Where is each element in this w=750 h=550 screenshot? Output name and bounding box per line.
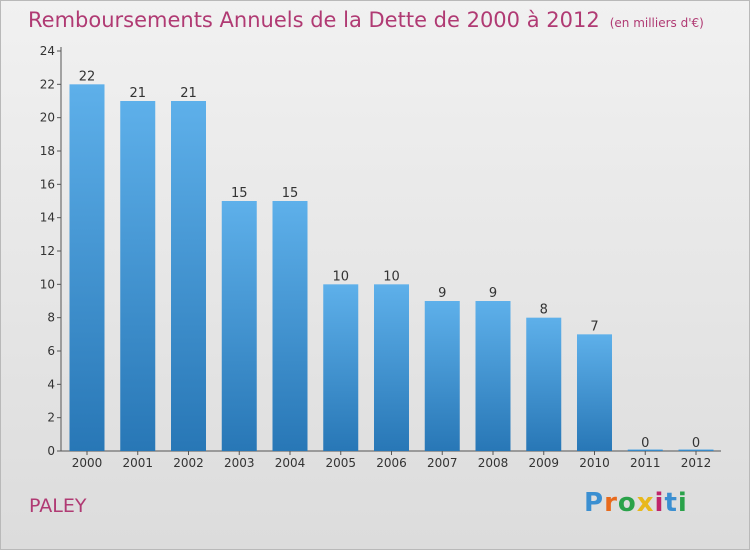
title-text: Remboursements Annuels de la Dette de 20… bbox=[28, 8, 600, 32]
x-tick-label: 2011 bbox=[630, 456, 661, 470]
bar bbox=[577, 334, 612, 451]
bar-value-label: 0 bbox=[641, 436, 649, 451]
y-tick-label: 24 bbox=[40, 44, 55, 58]
bar-value-label: 15 bbox=[282, 186, 299, 201]
bar bbox=[475, 301, 511, 451]
bar bbox=[171, 101, 206, 451]
x-tick-label: 2010 bbox=[579, 456, 610, 470]
bar bbox=[424, 301, 460, 451]
x-tick-label: 2005 bbox=[325, 456, 356, 470]
bar bbox=[678, 449, 714, 451]
chart-title: Remboursements Annuels de la Dette de 20… bbox=[28, 8, 704, 32]
y-tick-label: 8 bbox=[47, 311, 55, 325]
x-tick-label: 2008 bbox=[478, 456, 509, 470]
bar-value-label: 15 bbox=[231, 186, 248, 201]
x-tick-label: 2009 bbox=[528, 456, 559, 470]
logo-letter: P bbox=[584, 488, 605, 518]
y-tick-label: 6 bbox=[47, 344, 55, 358]
y-tick-label: 10 bbox=[40, 277, 55, 291]
y-tick-label: 22 bbox=[40, 77, 55, 91]
y-tick-label: 4 bbox=[47, 377, 55, 391]
logo-letter: t bbox=[664, 488, 678, 518]
bar bbox=[120, 101, 156, 451]
logo-letter: r bbox=[604, 488, 618, 518]
bar bbox=[374, 284, 409, 451]
bar bbox=[272, 201, 308, 451]
x-tick-label: 2000 bbox=[72, 456, 103, 470]
data-labels: 22 21 21 15 15 10 10 9 9 8 7 0 0 bbox=[79, 69, 700, 451]
bar-value-label: 22 bbox=[79, 69, 96, 84]
bar-value-label: 10 bbox=[332, 269, 349, 284]
bar-value-label: 21 bbox=[129, 86, 146, 101]
x-axis: 2000 2001 2002 2003 2004 2005 2006 2007 2008 2009… bbox=[61, 450, 721, 470]
bar bbox=[221, 201, 257, 451]
x-tick-label: 2007 bbox=[427, 456, 458, 470]
bar bbox=[526, 317, 562, 451]
bar-value-label: 0 bbox=[692, 436, 700, 451]
x-tick-label: 2002 bbox=[173, 456, 204, 470]
commune-name: PALEY bbox=[29, 495, 87, 517]
x-tick-label: 2012 bbox=[681, 456, 712, 470]
logo-letter: x bbox=[636, 488, 655, 518]
y-tick-label: 0 bbox=[47, 444, 55, 458]
proxiti-logo[interactable]: Proxiti bbox=[584, 488, 688, 518]
y-tick-label: 20 bbox=[40, 111, 55, 125]
bar bbox=[69, 84, 105, 451]
x-tick-label: 2001 bbox=[122, 456, 153, 470]
y-tick-label: 2 bbox=[47, 411, 55, 425]
x-tick-label: 2006 bbox=[376, 456, 407, 470]
y-tick-label: 16 bbox=[40, 177, 55, 191]
bar-value-label: 21 bbox=[180, 86, 197, 101]
bars bbox=[69, 84, 714, 451]
y-tick-label: 12 bbox=[40, 244, 55, 258]
x-tick-label: 2004 bbox=[275, 456, 306, 470]
bar-value-label: 8 bbox=[540, 303, 548, 318]
bar-value-label: 9 bbox=[438, 286, 446, 301]
y-tick-label: 14 bbox=[40, 211, 55, 225]
bar bbox=[323, 284, 359, 451]
bar-value-label: 9 bbox=[489, 286, 497, 301]
bar-value-label: 7 bbox=[590, 319, 598, 334]
logo-letter: i bbox=[654, 488, 665, 518]
bar bbox=[627, 449, 663, 451]
y-tick-label: 18 bbox=[40, 144, 55, 158]
logo-letter: o bbox=[617, 488, 637, 518]
title-unit: (en milliers d'€) bbox=[609, 16, 704, 30]
logo-letter: i bbox=[677, 488, 688, 518]
bar-value-label: 10 bbox=[383, 269, 400, 284]
x-tick-label: 2003 bbox=[224, 456, 255, 470]
